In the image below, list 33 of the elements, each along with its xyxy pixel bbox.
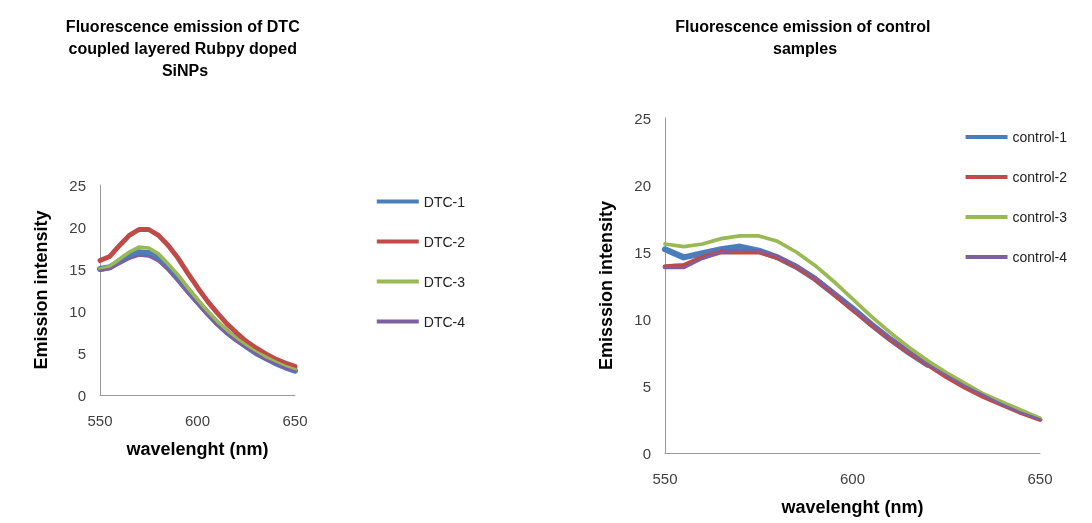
- y-tick-label: 5: [642, 377, 651, 395]
- y-tick-label: 20: [634, 176, 651, 194]
- y-tick-label: 10: [634, 310, 651, 328]
- chart-title: Fluorescence emission of DTC coupled layered Rubpy doped SiNPs: [65, 17, 305, 79]
- x-tick-label: 600: [184, 412, 211, 429]
- y-axis-title: Emisssion intensity: [596, 200, 616, 371]
- x-tick-label: 650: [282, 412, 308, 429]
- y-tick-label: 20: [69, 218, 86, 236]
- legend-label: control-4: [1012, 249, 1068, 265]
- legend-label: DTC-4: [423, 313, 466, 330]
- x-tick-label: 600: [839, 470, 866, 487]
- x-tick-label: 550: [652, 470, 678, 487]
- legend-label: DTC-3: [423, 273, 466, 290]
- y-axis-title: Emission intensity: [31, 210, 51, 370]
- y-tick-label: 5: [77, 344, 86, 362]
- x-tick-label: 550: [87, 412, 113, 429]
- line-series: [97, 227, 298, 369]
- legend-label: control-1: [1012, 129, 1068, 145]
- x-axis-title: wavelenght (nm): [125, 439, 269, 459]
- legend-label: DTC-1: [423, 193, 466, 210]
- y-tick-label: 10: [69, 302, 86, 320]
- y-tick-label: 0: [642, 444, 651, 462]
- y-tick-label: 0: [77, 386, 86, 404]
- y-tick-label: 15: [69, 260, 86, 278]
- x-axis-title: wavelenght (nm): [780, 497, 924, 517]
- x-tick-label: 650: [1027, 470, 1053, 487]
- legend-label: DTC-2: [423, 233, 466, 250]
- legend-label: control-2: [1012, 169, 1068, 185]
- y-tick-label: 15: [634, 243, 651, 261]
- y-tick-label: 25: [69, 176, 86, 194]
- chart-title: Fluorescence emission of control samples: [675, 17, 935, 57]
- y-tick-label: 25: [634, 109, 651, 127]
- legend-label: control-3: [1012, 209, 1068, 225]
